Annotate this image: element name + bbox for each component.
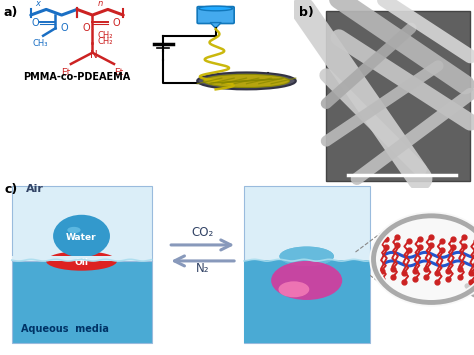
Ellipse shape (279, 246, 334, 266)
Text: CH₂: CH₂ (97, 37, 112, 46)
Text: O: O (32, 18, 39, 28)
Text: O: O (60, 23, 68, 33)
Text: CH₂: CH₂ (97, 31, 112, 40)
Ellipse shape (46, 251, 117, 271)
Text: CO₂: CO₂ (191, 226, 213, 239)
Ellipse shape (279, 246, 334, 266)
Text: $x$: $x$ (35, 0, 42, 7)
Ellipse shape (279, 281, 310, 297)
FancyBboxPatch shape (12, 186, 152, 261)
Ellipse shape (203, 74, 290, 87)
Text: Et: Et (62, 68, 71, 77)
Text: O: O (82, 23, 90, 33)
Text: PMMA-co-PDEAEMA: PMMA-co-PDEAEMA (23, 72, 131, 82)
Ellipse shape (197, 72, 296, 89)
Text: Aqueous  media: Aqueous media (21, 324, 109, 334)
Text: O: O (112, 18, 120, 28)
Text: Water: Water (66, 233, 97, 242)
Text: $n$: $n$ (97, 0, 103, 7)
Circle shape (374, 216, 474, 302)
Text: CH₃: CH₃ (32, 39, 48, 48)
Text: a): a) (3, 6, 18, 19)
Ellipse shape (199, 6, 233, 11)
Text: N₂: N₂ (196, 262, 209, 274)
Text: b): b) (299, 6, 314, 19)
FancyBboxPatch shape (12, 261, 152, 343)
Polygon shape (210, 23, 221, 28)
FancyBboxPatch shape (244, 186, 370, 261)
Text: Oil: Oil (74, 258, 89, 267)
Text: Et: Et (114, 68, 123, 77)
FancyBboxPatch shape (12, 256, 152, 261)
Ellipse shape (67, 227, 81, 233)
Text: Air: Air (26, 184, 44, 194)
Circle shape (53, 215, 110, 257)
Text: N: N (90, 50, 98, 60)
FancyBboxPatch shape (197, 7, 234, 23)
Ellipse shape (271, 261, 342, 300)
Text: c): c) (5, 183, 18, 196)
FancyBboxPatch shape (326, 11, 470, 181)
FancyBboxPatch shape (244, 261, 370, 343)
FancyBboxPatch shape (244, 260, 370, 343)
